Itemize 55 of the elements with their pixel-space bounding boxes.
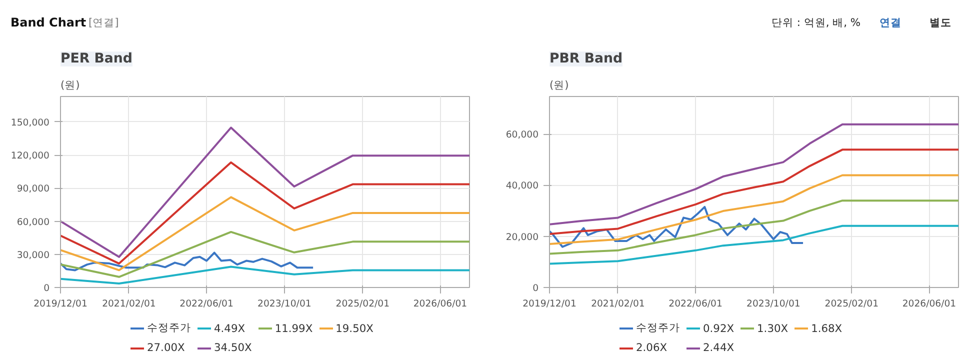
x-tick-label: 2026/06/01 xyxy=(413,298,468,310)
y-tick-label: 0 xyxy=(532,283,539,294)
y-tick-label: 150,000 xyxy=(10,117,50,128)
text: 별도 xyxy=(930,16,952,29)
legend-label: 1.30X xyxy=(757,322,788,334)
legend-label: 1.68X xyxy=(811,322,842,334)
y-tick-label: 20,000 xyxy=(506,232,539,243)
x-tick-label: 2025/02/01 xyxy=(336,298,390,310)
x-tick-label: 2022/06/01 xyxy=(180,298,234,310)
line-series xyxy=(60,196,470,272)
y-tick-label: 90,000 xyxy=(16,184,50,195)
x-tick-label: 2021/02/01 xyxy=(591,298,645,310)
line-series xyxy=(550,206,804,248)
line-series xyxy=(550,123,958,226)
text: Band Chart xyxy=(10,16,86,30)
text: 단위 : 억원, 배, % xyxy=(771,16,861,29)
legend-label: 4.49X xyxy=(214,322,246,334)
line-series xyxy=(60,252,314,272)
text: [연결] xyxy=(88,16,119,29)
line-series xyxy=(60,161,470,265)
y-tick-label: 30,000 xyxy=(16,250,50,261)
line-series xyxy=(60,126,470,258)
x-tick-label: 2022/06/01 xyxy=(668,298,722,310)
legend-label: 11.99X xyxy=(274,322,313,334)
x-tick-label: 2021/02/01 xyxy=(102,298,156,310)
x-tick-label: 2019/12/01 xyxy=(522,298,576,310)
chart-title: PER Band xyxy=(60,52,132,66)
line-series xyxy=(550,148,958,236)
text: 연결 xyxy=(880,16,902,29)
x-tick-label: 2023/10/01 xyxy=(746,298,800,310)
legend-label: 2.06X xyxy=(636,341,668,354)
line-series xyxy=(550,224,958,265)
y-tick-label: 0 xyxy=(44,283,50,294)
legend-label: 수정주가 xyxy=(147,321,191,335)
legend-label: 2.44X xyxy=(703,341,734,354)
line-series xyxy=(60,266,470,285)
y-axis-title: (원) xyxy=(550,78,569,92)
line-series xyxy=(550,200,958,255)
y-axis-title: (원) xyxy=(60,78,80,92)
y-tick-label: 60,000 xyxy=(16,216,50,228)
line-series xyxy=(60,230,470,278)
line-series xyxy=(550,174,958,246)
legend-label: 27.00X xyxy=(147,341,185,354)
y-tick-label: 120,000 xyxy=(10,150,50,162)
y-tick-label: 60,000 xyxy=(506,130,539,141)
x-tick-label: 2019/12/01 xyxy=(34,298,88,310)
legend-label: 수정주가 xyxy=(636,321,680,335)
legend-label: 19.50X xyxy=(336,322,374,334)
x-tick-label: 2023/10/01 xyxy=(258,298,312,310)
y-tick-label: 40,000 xyxy=(506,180,539,192)
legend-label: 0.92X xyxy=(703,322,734,334)
x-tick-label: 2026/06/01 xyxy=(902,298,956,310)
chart-title: PBR Band xyxy=(550,52,623,66)
x-tick-label: 2025/02/01 xyxy=(824,298,879,310)
legend-label: 34.50X xyxy=(214,341,252,354)
